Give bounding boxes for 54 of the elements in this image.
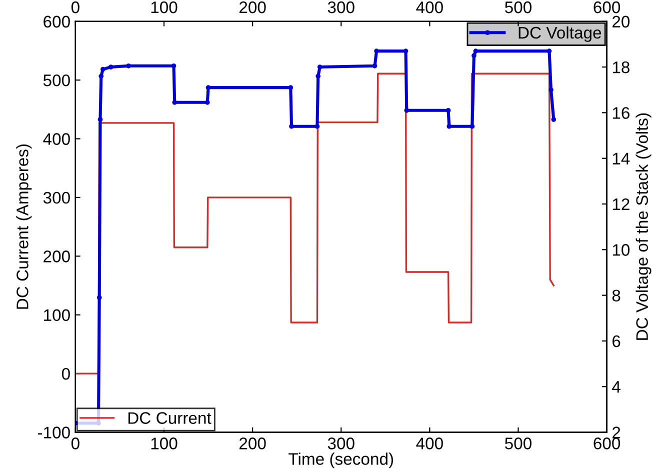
legend-label: DC Voltage — [518, 26, 602, 42]
x-tick-label: 500 — [505, 438, 532, 450]
point — [404, 108, 410, 113]
x2-tick-label: 600 — [594, 1, 620, 14]
x-tick-label: 100 — [151, 438, 178, 450]
y-tick-label: 400 — [43, 133, 70, 145]
y2-axis-title: DC Voltage of the Stack (Volts) — [636, 113, 652, 340]
x-tick-label: 400 — [416, 438, 443, 450]
x2-tick-label: 100 — [151, 1, 178, 14]
y2-tick-label: 4 — [612, 381, 620, 393]
y-tick-label: 200 — [44, 250, 70, 262]
x-axis-title: Time (second) — [288, 452, 394, 468]
point — [314, 124, 320, 129]
y-tick-label: 300 — [43, 192, 70, 204]
point — [98, 74, 104, 79]
point — [317, 64, 322, 70]
legend-label: DC Current — [128, 412, 212, 424]
point — [446, 124, 452, 129]
point — [551, 117, 556, 122]
point — [171, 63, 176, 68]
x-tick-label: 300 — [328, 438, 354, 450]
x2-tick-label: 500 — [505, 1, 532, 14]
y2-tick-label: 14 — [612, 152, 630, 164]
y2-tick-label: 10 — [612, 244, 630, 256]
point — [100, 66, 106, 72]
y-tick-label: 100 — [44, 309, 70, 322]
point — [126, 63, 132, 68]
x2-tick-label: 400 — [416, 1, 443, 14]
x-tick-label: 600 — [594, 438, 620, 450]
x2-tick-label: 0 — [71, 1, 80, 14]
y-tick-label: 500 — [43, 74, 70, 86]
x2-tick-label: 300 — [328, 1, 354, 14]
point — [548, 87, 554, 92]
y2-tick-label: 16 — [612, 107, 630, 119]
point — [470, 124, 475, 129]
y-tick-label: 0 — [62, 368, 70, 380]
point — [98, 117, 103, 122]
y2-tick-label: 12 — [612, 198, 630, 210]
y2-tick-label: 8 — [612, 290, 620, 302]
point — [372, 63, 378, 68]
y2-tick-label: 18 — [612, 61, 630, 74]
point — [446, 108, 451, 113]
y2-tick-label: 20 — [612, 16, 630, 28]
point — [546, 48, 552, 54]
y-tick-label: 600 — [44, 16, 70, 28]
y2-tick-label: 6 — [612, 335, 620, 348]
y-tick-label: -100 — [38, 426, 70, 438]
point — [374, 48, 379, 54]
point — [472, 53, 476, 58]
x-tick-label: 0 — [71, 438, 80, 450]
x2-tick-label: 200 — [239, 1, 266, 14]
y-axis-title: DC Current (Amperes) — [16, 144, 32, 309]
x-tick-label: 200 — [239, 438, 266, 450]
point — [108, 64, 114, 70]
